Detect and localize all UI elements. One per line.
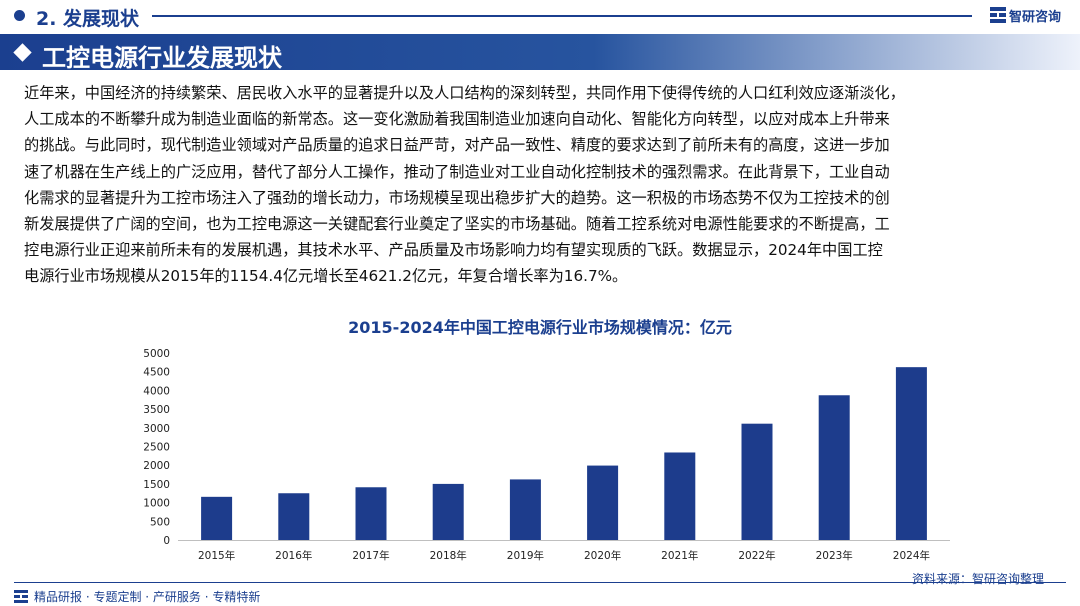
body-line: 电源行业市场规模从2015年的1154.4亿元增长至4621.2亿元，年复合增长…: [24, 267, 628, 286]
footer-logo-icon: [14, 589, 28, 604]
footer-tagline: 精品研报 · 专题定制 · 产研服务 · 专精特新: [34, 590, 261, 604]
section-bullet-icon: [14, 10, 25, 21]
bar-2018年: [432, 483, 464, 540]
title-banner: 工控电源行业发展现状: [0, 34, 1080, 72]
y-tick-label: 2500: [143, 442, 170, 454]
bar-2020年: [587, 465, 619, 540]
bar-chart: 0 500 1000 1500 2000 2500 3000 3500 4000 4500 5000…: [143, 348, 950, 562]
y-tick-label: 3500: [143, 404, 170, 416]
y-tick-label: 500: [150, 516, 170, 528]
body-line: 新发展提供了广阔的空间，也为工控电源这一关键配套行业奠定了坚实的市场基础。随着工…: [24, 215, 890, 234]
x-tick-label: 2021年: [661, 549, 698, 562]
body-line: 速了机器在生产线上的广泛应用，替代了部分人工操作，推动了制造业对工业自动化控制技…: [24, 162, 890, 181]
source-note: 资料来源：智研咨询整理: [911, 572, 1044, 586]
body-line: 人工成本的不断攀升成为制造业面临的新常态。这一变化激励着我国制造业加速向自动化、…: [24, 110, 890, 129]
page-title: 工控电源行业发展现状: [42, 44, 282, 72]
chart-title: 2015-2024年中国工控电源行业市场规模情况：亿元: [348, 318, 732, 337]
body-line: 化需求的显著提升为工控市场注入了强劲的增长动力，市场规模呈现出稳步扩大的趋势。这…: [24, 188, 890, 207]
x-tick-label: 2019年: [507, 549, 544, 562]
bar-2017年: [355, 487, 387, 540]
y-tick-label: 3000: [143, 423, 170, 435]
x-tick-label: 2020年: [584, 549, 621, 562]
bar-2024年: [895, 367, 927, 540]
diamond-icon: [13, 43, 32, 62]
x-tick-label: 2022年: [738, 549, 775, 562]
y-tick-label: 1500: [143, 479, 170, 491]
y-tick-label: 4500: [143, 367, 170, 379]
section-label: 2. 发展现状: [36, 8, 140, 30]
footer-divider: [14, 582, 1066, 583]
x-tick-label: 2015年: [198, 549, 235, 562]
body-paragraph: 近年来，中国经济的持续繁荣、居民收入水平的显著提升以及人口结构的深刻转型，共同作…: [24, 80, 1064, 290]
footer-tagline-group: 精品研报 · 专题定制 · 产研服务 · 专精特新: [14, 588, 260, 605]
x-tick-label: 2024年: [893, 549, 930, 562]
x-tick-label: 2017年: [352, 549, 389, 562]
bar-2019年: [509, 479, 541, 540]
y-tick-label: 4000: [143, 385, 170, 397]
y-tick-label: 2000: [143, 460, 170, 472]
x-tick-label: 2018年: [430, 549, 467, 562]
body-line: 近年来，中国经济的持续繁荣、居民收入水平的显著提升以及人口结构的深刻转型，共同作…: [24, 84, 905, 102]
x-tick-label: 2023年: [816, 549, 853, 562]
y-tick-label: 0: [163, 535, 170, 547]
bar-2016年: [278, 493, 310, 540]
bar-2023年: [818, 395, 850, 540]
x-tick-label: 2016年: [275, 549, 312, 562]
top-bar: 2. 发展现状 智研咨询: [0, 0, 1080, 30]
brand-name: 智研咨询: [1009, 9, 1062, 25]
y-tick-label: 5000: [143, 348, 170, 360]
bar-2021年: [664, 452, 696, 540]
body-line: 控电源行业正迎来前所未有的发展机遇，其技术水平、产品质量及市场影响力均有望实现质…: [24, 241, 883, 260]
bar-2015年: [201, 496, 233, 540]
brand-logo-icon: [990, 7, 1006, 23]
y-tick-label: 1000: [143, 498, 170, 510]
body-line: 的挑战。与此同时，现代制造业领域对产品质量的追求日益严苛，对产品一致性、精度的要…: [24, 136, 890, 155]
brand: 智研咨询: [990, 5, 1061, 25]
bar-2022年: [741, 423, 773, 540]
section-divider: [152, 15, 972, 17]
